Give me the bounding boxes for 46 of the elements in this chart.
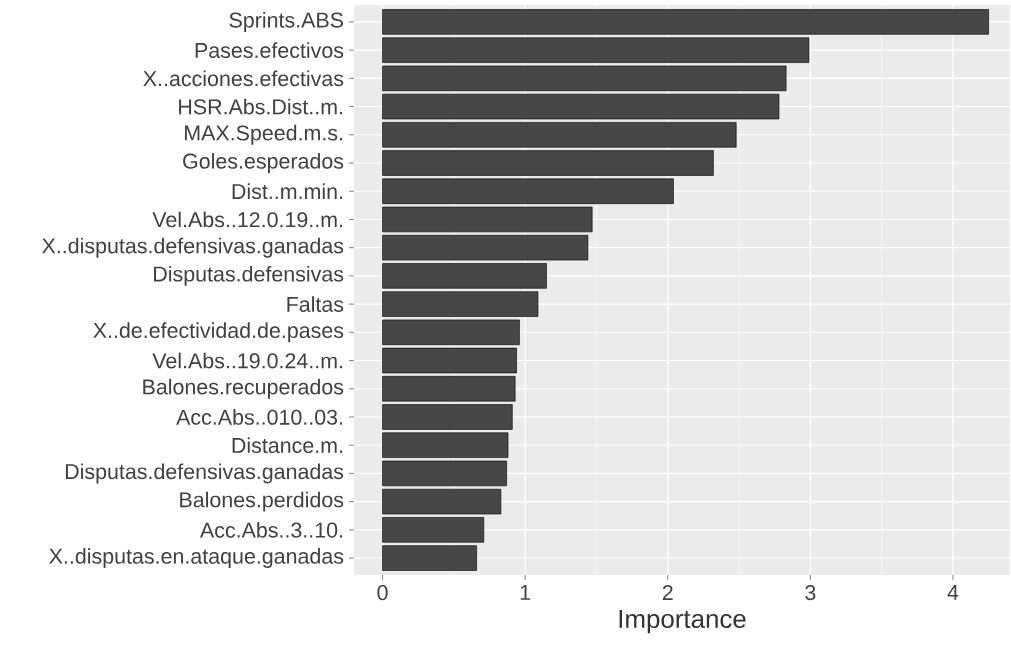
bar	[382, 347, 517, 374]
bar	[382, 150, 714, 176]
y-tick-label: Acc.Abs..010..03.	[176, 409, 343, 425]
y-tick-label: X..de.efectividad.de.pases	[93, 322, 344, 343]
y-tick-label: Sprints.ABS	[229, 11, 344, 32]
y-tick-label: Faltas	[287, 296, 344, 312]
y-tick-label: X..disputas.en.ataque.ganadas	[49, 548, 344, 569]
y-tick-label: Vel.Abs..19.0.24..m.	[152, 352, 343, 369]
bar	[382, 517, 485, 543]
bar	[382, 545, 477, 571]
bar	[382, 122, 737, 148]
y-tick-label: Goles.esperados	[183, 153, 344, 173]
bar	[382, 234, 589, 261]
bar	[382, 9, 989, 35]
y-tick-label: Disputas.defensivas.ganadas	[65, 463, 344, 484]
x-tick-label: 1	[520, 585, 531, 600]
y-tick-label: X..acciones.efectivas	[143, 70, 344, 87]
bar	[382, 206, 593, 233]
x-axis-title: Importance	[619, 609, 746, 634]
y-tick-label: Balones.recuperados	[143, 378, 344, 399]
bar	[382, 178, 674, 204]
bar	[382, 404, 513, 430]
bar	[382, 488, 502, 515]
y-tick-label: Vel.Abs..12.0.19..m.	[152, 211, 343, 228]
y-tick-label: Balones.perdidos	[180, 491, 344, 512]
bar	[382, 319, 520, 346]
y-tick-label: MAX.Speed.m.s.	[185, 124, 343, 145]
y-tick-label: Pases.efectivos	[195, 42, 344, 58]
y-tick-label: Disputas.defensivas	[154, 265, 344, 286]
bar	[382, 376, 516, 402]
bar	[382, 93, 780, 120]
y-tick-label: HSR.Abs.Dist..m.	[179, 98, 343, 115]
x-tick-label: 2	[662, 585, 673, 600]
bar	[382, 37, 810, 63]
y-tick-label: X..disputas.defensivas.ganadas	[42, 237, 344, 258]
x-tick-label: 3	[805, 585, 816, 601]
bar	[382, 263, 547, 289]
y-tick-label: Acc.Abs..3..10.	[199, 521, 343, 538]
y-tick-label: Distance.m.	[232, 437, 343, 454]
y-tick-label: Dist..m.min.	[232, 183, 343, 200]
x-tick-label: 0	[377, 585, 388, 601]
bar	[382, 432, 509, 458]
bar	[382, 65, 787, 92]
bar	[382, 460, 507, 487]
x-tick-label: 4	[947, 585, 959, 600]
bar	[382, 291, 539, 317]
